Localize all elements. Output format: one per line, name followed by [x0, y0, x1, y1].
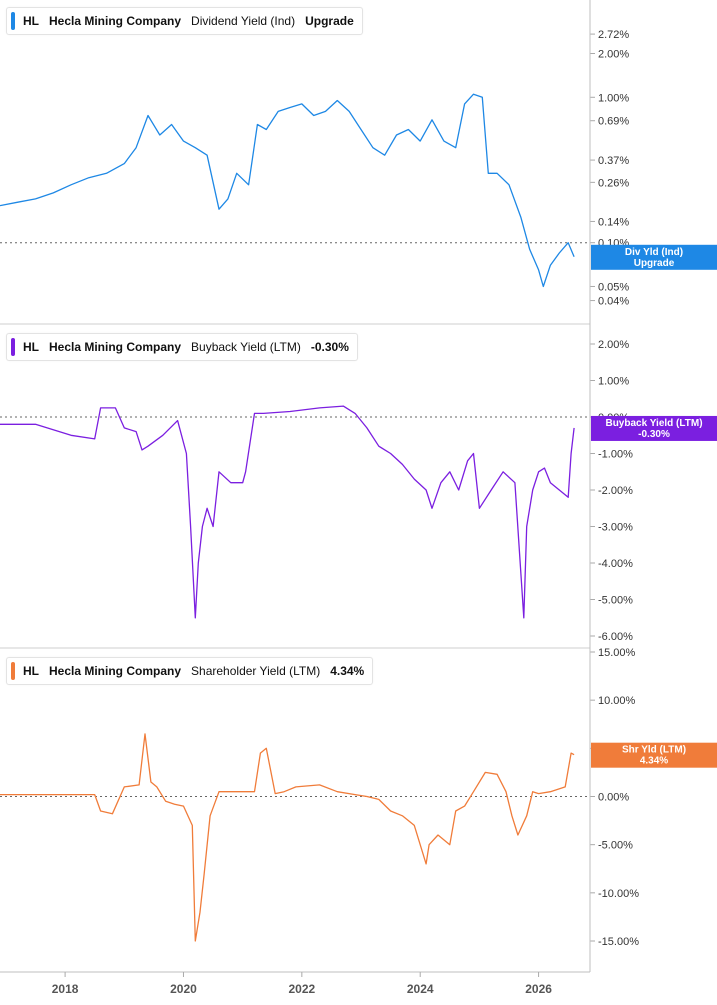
- legend-shareholder-yield[interactable]: HL Hecla Mining Company Shareholder Yiel…: [6, 657, 374, 685]
- y-tick-label: 0.37%: [598, 155, 629, 167]
- legend-metric: Shareholder Yield (LTM): [191, 664, 321, 678]
- y-tick-label: 1.00%: [598, 376, 629, 388]
- y-tick-label: -5.00%: [598, 595, 633, 607]
- y-tick-label: -5.00%: [598, 840, 633, 852]
- value-flag-label: -0.30%: [638, 429, 670, 440]
- y-tick-label: 2.72%: [598, 29, 629, 41]
- x-tick-label: 2024: [407, 982, 434, 996]
- series-line: [0, 405, 575, 619]
- legend-ticker: HL: [23, 14, 39, 28]
- legend-swatch-icon: [11, 662, 15, 680]
- x-tick-label: 2020: [170, 982, 197, 996]
- legend-metric: Dividend Yield (Ind): [191, 14, 296, 28]
- y-tick-label: -3.00%: [598, 522, 633, 534]
- x-tick-label: 2026: [525, 982, 552, 996]
- y-tick-label: -10.00%: [598, 888, 639, 900]
- y-tick-label: 2.00%: [598, 339, 629, 351]
- value-flag: [591, 742, 717, 768]
- legend-dividend-yield[interactable]: HL Hecla Mining Company Dividend Yield (…: [6, 7, 363, 35]
- y-tick-label: 0.14%: [598, 216, 629, 228]
- y-tick-label: 0.00%: [598, 792, 629, 804]
- y-tick-label: -2.00%: [598, 485, 633, 497]
- value-flag: [591, 415, 717, 441]
- y-tick-label: -4.00%: [598, 558, 633, 570]
- legend-value[interactable]: Upgrade: [305, 14, 354, 28]
- series-line: [0, 733, 575, 942]
- legend-company: Hecla Mining Company: [49, 340, 182, 354]
- x-tick-label: 2022: [288, 982, 315, 996]
- value-flag-label: Shr Yld (LTM): [622, 745, 686, 756]
- y-tick-label: 2.00%: [598, 49, 629, 61]
- value-flag-label: Upgrade: [634, 258, 675, 269]
- y-tick-label: 0.04%: [598, 296, 629, 308]
- legend-ticker: HL: [23, 664, 39, 678]
- y-tick-label: -15.00%: [598, 936, 639, 948]
- y-tick-label: -1.00%: [598, 449, 633, 461]
- legend-swatch-icon: [11, 338, 15, 356]
- legend-value: 4.34%: [330, 664, 365, 678]
- value-flag-label: Buyback Yield (LTM): [605, 418, 702, 429]
- legend-company: Hecla Mining Company: [49, 14, 182, 28]
- value-flag-label: Div Yld (Ind): [625, 247, 683, 258]
- x-tick-label: 2018: [52, 982, 79, 996]
- y-tick-label: 1.00%: [598, 92, 629, 104]
- series-line: [0, 93, 575, 288]
- legend-ticker: HL: [23, 340, 39, 354]
- y-tick-label: 0.26%: [598, 177, 629, 189]
- y-tick-label: 10.00%: [598, 695, 636, 707]
- y-tick-label: 15.00%: [598, 647, 636, 659]
- y-tick-label: 0.69%: [598, 116, 629, 128]
- value-flag-label: 4.34%: [640, 756, 668, 767]
- legend-swatch-icon: [11, 12, 15, 30]
- legend-metric: Buyback Yield (LTM): [191, 340, 301, 354]
- legend-company: Hecla Mining Company: [49, 664, 182, 678]
- legend-buyback-yield[interactable]: HL Hecla Mining Company Buyback Yield (L…: [6, 333, 358, 361]
- y-tick-label: -6.00%: [598, 631, 633, 643]
- y-tick-label: 0.05%: [598, 281, 629, 293]
- legend-value: -0.30%: [310, 340, 349, 354]
- value-flag: [591, 244, 717, 270]
